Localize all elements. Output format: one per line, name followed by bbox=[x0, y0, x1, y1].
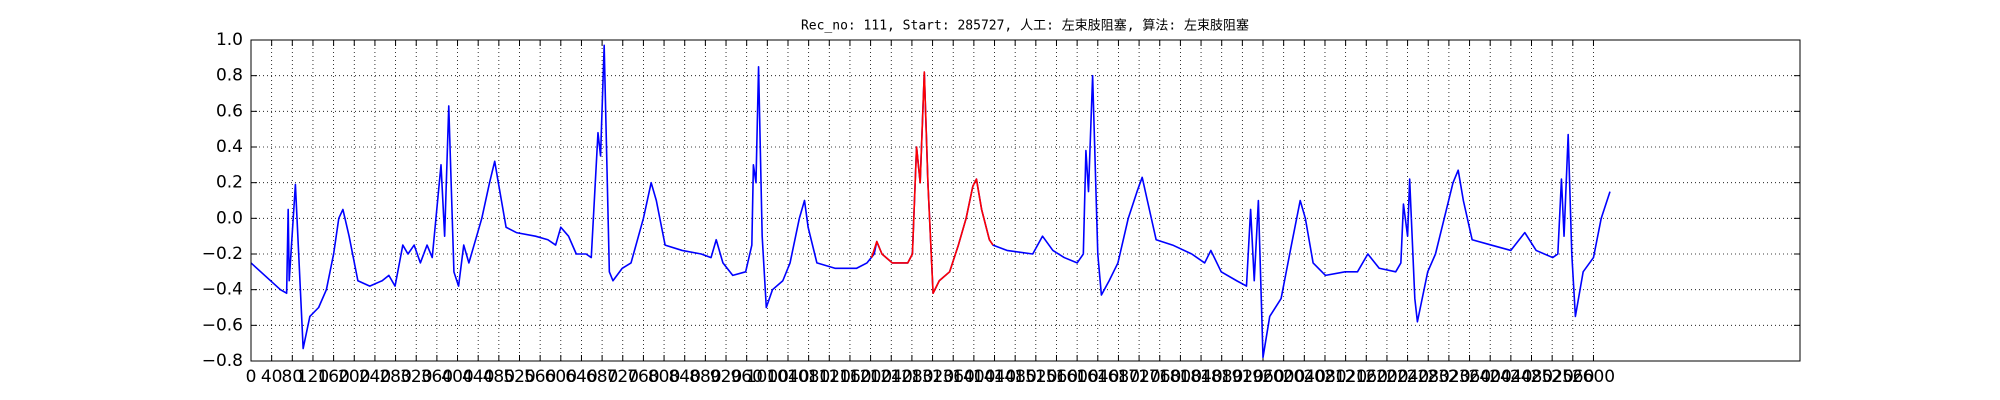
x-tick-label: 2000 bbox=[1262, 367, 1305, 387]
y-tick-label: 0.8 bbox=[216, 66, 243, 86]
x-tick-label: 280 bbox=[379, 367, 411, 387]
x-tick-label: 1600 bbox=[1056, 367, 1099, 387]
x-tick-label: 360 bbox=[421, 367, 453, 387]
x-tick-label: 1520 bbox=[1014, 367, 1057, 387]
x-tick-label: 1480 bbox=[994, 367, 1037, 387]
x-tick-label: 1880 bbox=[1200, 367, 1243, 387]
x-tick-label: 1920 bbox=[1221, 367, 1264, 387]
x-tick-label: 2600 bbox=[1572, 367, 1615, 387]
x-tick-label: 2200 bbox=[1365, 367, 1408, 387]
chart-title: Rec_no: 111, Start: 285727, 人工: 左束肢阻塞, 算… bbox=[801, 18, 1249, 34]
x-tick-label: 560 bbox=[524, 367, 556, 387]
x-tick-label: 600 bbox=[545, 367, 577, 387]
x-tick-label: 960 bbox=[730, 367, 762, 387]
x-tick-label: 680 bbox=[586, 367, 618, 387]
x-tick-label: 1320 bbox=[911, 367, 954, 387]
x-tick-label: 1680 bbox=[1097, 367, 1140, 387]
x-tick-label: 2560 bbox=[1551, 367, 1594, 387]
x-tick-label: 720 bbox=[607, 367, 639, 387]
y-tick-label: −0.8 bbox=[202, 351, 243, 371]
y-tick-label: −0.4 bbox=[202, 280, 243, 300]
x-tick-label: 520 bbox=[503, 367, 535, 387]
x-tick-label: 1560 bbox=[1035, 367, 1078, 387]
y-tick-label: 0.0 bbox=[216, 208, 243, 228]
x-tick-label: 1440 bbox=[973, 367, 1016, 387]
x-tick-label: 1400 bbox=[952, 367, 995, 387]
x-tick-label: 1000 bbox=[746, 367, 789, 387]
x-tick-label: 1640 bbox=[1076, 367, 1119, 387]
x-tick-label: 2280 bbox=[1407, 367, 1450, 387]
x-tick-label: 1200 bbox=[849, 367, 892, 387]
x-tick-label: 1040 bbox=[766, 367, 809, 387]
x-tick-label: 760 bbox=[627, 367, 659, 387]
x-tick-label: 880 bbox=[689, 367, 721, 387]
x-tick-label: 2440 bbox=[1489, 367, 1532, 387]
x-tick-label: 320 bbox=[400, 367, 432, 387]
y-tick-label: 0.4 bbox=[216, 137, 243, 157]
y-tick-label: 0.2 bbox=[216, 173, 243, 193]
x-tick-label: 2520 bbox=[1531, 367, 1574, 387]
plot-frame bbox=[250, 39, 1801, 362]
x-tick-label: 2320 bbox=[1427, 367, 1470, 387]
x-tick-label: 1120 bbox=[808, 367, 851, 387]
x-tick-label: 480 bbox=[483, 367, 515, 387]
x-tick-label: 1360 bbox=[932, 367, 975, 387]
x-tick-label: 920 bbox=[710, 367, 742, 387]
x-tick-label: 2400 bbox=[1469, 367, 1512, 387]
x-tick-label: 80 bbox=[281, 367, 303, 387]
x-tick-label: 2160 bbox=[1345, 367, 1388, 387]
y-tick-label: 1.0 bbox=[216, 30, 243, 50]
x-tick-label: 1960 bbox=[1241, 367, 1284, 387]
x-tick-label: 1760 bbox=[1138, 367, 1181, 387]
x-tick-label: 840 bbox=[668, 367, 700, 387]
x-tick-label: 2360 bbox=[1448, 367, 1491, 387]
x-tick-label: 160 bbox=[317, 367, 349, 387]
y-tick-label: 0.6 bbox=[216, 101, 243, 121]
x-tick-label: 1840 bbox=[1179, 367, 1222, 387]
x-tick-label: 1800 bbox=[1159, 367, 1202, 387]
y-tick-label: −0.2 bbox=[202, 244, 243, 264]
x-tick-label: 800 bbox=[648, 367, 680, 387]
x-tick-label: 1240 bbox=[870, 367, 913, 387]
x-tick-label: 1720 bbox=[1117, 367, 1160, 387]
y-tick-label: −0.6 bbox=[202, 315, 243, 335]
x-tick-label: 2240 bbox=[1386, 367, 1429, 387]
ecg-line bbox=[870, 71, 994, 295]
x-tick-label: 200 bbox=[338, 367, 370, 387]
x-tick-label: 2040 bbox=[1283, 367, 1326, 387]
x-tick-label: 640 bbox=[565, 367, 597, 387]
x-tick-label: 240 bbox=[359, 367, 391, 387]
x-tick-label: 1280 bbox=[890, 367, 933, 387]
x-tick-label: 2480 bbox=[1510, 367, 1553, 387]
x-tick-label: 1160 bbox=[828, 367, 871, 387]
x-tick-label: 440 bbox=[462, 367, 494, 387]
x-tick-label: 0 bbox=[246, 367, 257, 387]
x-tick-label: 2080 bbox=[1303, 367, 1346, 387]
x-tick-label: 2120 bbox=[1324, 367, 1367, 387]
x-tick-label: 120 bbox=[297, 367, 329, 387]
x-tick-label: 40 bbox=[261, 367, 283, 387]
x-tick-label: 1080 bbox=[787, 367, 830, 387]
x-tick-label: 400 bbox=[441, 367, 473, 387]
